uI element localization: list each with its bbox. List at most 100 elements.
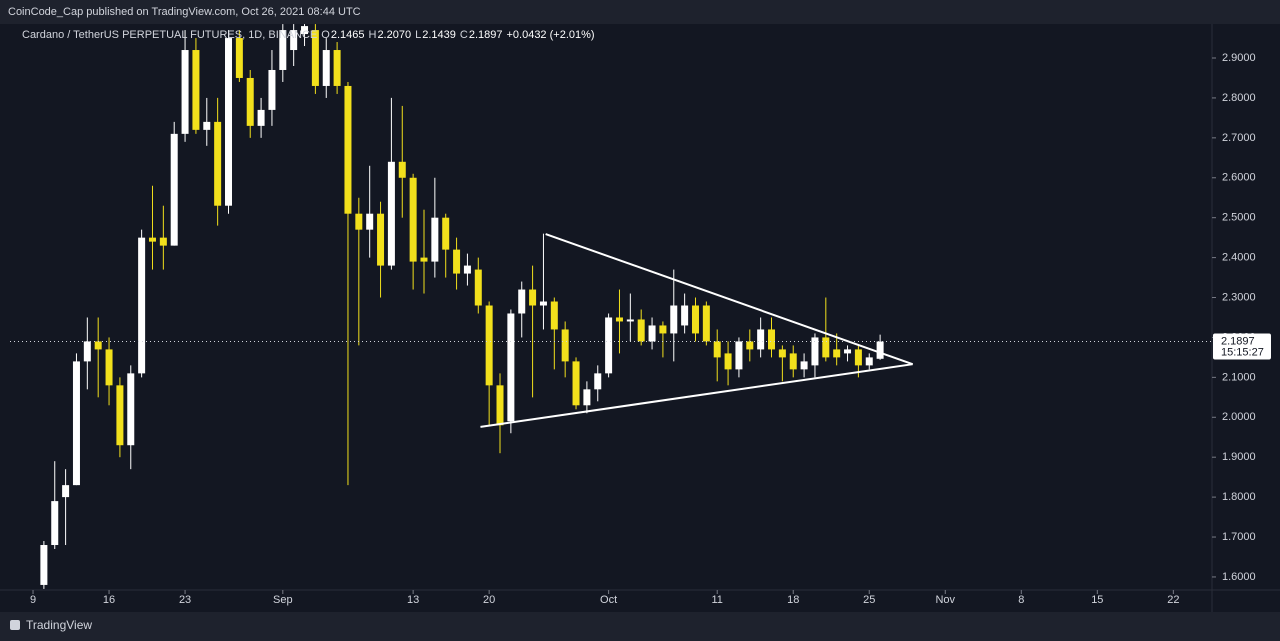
candle-body — [811, 337, 819, 366]
x-tick-label: 22 — [1167, 594, 1179, 606]
candle-body — [844, 349, 852, 354]
x-tick-label: 25 — [863, 594, 875, 606]
candle-body — [344, 85, 352, 214]
candle-body — [62, 485, 70, 498]
candle-body — [713, 341, 721, 358]
candle-body — [670, 305, 678, 334]
candle-body — [800, 361, 808, 370]
y-tick-label: 2.8000 — [1222, 92, 1256, 104]
candle-body — [181, 50, 189, 134]
candle-body — [865, 357, 873, 366]
candle-body — [474, 269, 482, 306]
candle-body — [648, 325, 656, 342]
candle-body — [355, 213, 363, 230]
y-tick-label: 2.9000 — [1222, 52, 1256, 64]
candle-body — [561, 329, 569, 362]
y-tick-label: 2.6000 — [1222, 172, 1256, 184]
last-price-box — [1213, 333, 1271, 360]
candle-body — [605, 317, 613, 374]
x-tick-label: Oct — [600, 594, 617, 606]
candle-body — [539, 301, 547, 306]
candle-body — [822, 337, 830, 358]
candle-body — [322, 50, 330, 86]
x-tick-label: 23 — [179, 594, 191, 606]
trendline — [545, 233, 914, 366]
y-tick-label: 1.8000 — [1222, 491, 1256, 503]
candle-body — [311, 30, 319, 86]
plot-area — [40, 24, 914, 589]
candle-body — [138, 237, 146, 374]
candle-body — [192, 50, 200, 130]
ohlc-key: L — [415, 29, 421, 41]
ohlc-value: 2.1465 — [331, 29, 365, 41]
publisher: CoinCode_Cap published on TradingView.co… — [8, 6, 361, 18]
candle-body — [550, 301, 558, 330]
candle-body — [659, 325, 667, 334]
candle-body — [854, 349, 862, 366]
candle-body — [496, 385, 504, 426]
candle-body — [257, 109, 265, 126]
candle-body — [268, 69, 276, 110]
candle-body — [485, 305, 493, 386]
ohlc-key: C — [460, 29, 468, 41]
x-tick-label: 18 — [787, 594, 799, 606]
candle-body — [420, 257, 428, 262]
candle-body — [442, 217, 450, 250]
candle-body — [757, 329, 765, 350]
x-tick-label: 16 — [103, 594, 115, 606]
candle-body — [127, 373, 135, 446]
candle-body — [876, 341, 884, 359]
candle-body — [453, 249, 461, 274]
candle-body — [116, 385, 124, 446]
candle-body — [626, 319, 634, 322]
y-tick-label: 2.1000 — [1222, 371, 1256, 383]
x-tick-label: 9 — [30, 594, 36, 606]
candle-body — [507, 313, 515, 422]
candle-body — [203, 121, 211, 130]
trendline — [480, 363, 913, 428]
candle-body — [40, 545, 48, 585]
candle-body — [83, 341, 91, 362]
footer-bar — [0, 612, 1280, 641]
ohlc-value: 2.1439 — [422, 29, 456, 41]
candle-body — [724, 353, 732, 370]
candle-body — [105, 349, 113, 386]
candle-body — [387, 161, 395, 266]
x-tick-label: Sep — [273, 594, 293, 606]
candle-body — [246, 77, 254, 126]
candle-body — [681, 305, 689, 326]
x-tick-label: 20 — [483, 594, 495, 606]
candle-body — [366, 213, 374, 230]
candle-body — [279, 30, 287, 70]
candle-body — [615, 317, 623, 322]
top-bar — [0, 0, 1280, 24]
chart-title: Cardano / TetherUS PERPETUAL FUTURES, 1D… — [22, 29, 595, 41]
candle-body — [789, 353, 797, 370]
candle-body — [301, 26, 309, 35]
ohlc-value: 2.1897 — [469, 29, 503, 41]
candle-body — [529, 289, 537, 306]
candle-body — [637, 319, 645, 342]
y-tick-label: 2.4000 — [1222, 252, 1256, 264]
x-tick-label: 11 — [712, 594, 723, 606]
candle-body — [572, 361, 580, 406]
candle-body — [333, 50, 341, 86]
candle-body — [235, 38, 243, 78]
candle-body — [214, 121, 222, 206]
candle-body — [768, 329, 776, 350]
countdown: 15:15:27 — [1221, 346, 1264, 358]
candle-body — [409, 177, 417, 262]
candle-body — [94, 341, 102, 350]
y-tick-label: 2.5000 — [1222, 212, 1256, 224]
footer-brand: TradingView — [26, 618, 92, 632]
candle-body — [51, 501, 59, 546]
candle-body — [170, 133, 178, 246]
candle-body — [746, 341, 754, 350]
candle-body — [159, 237, 167, 246]
candle-body — [431, 217, 439, 262]
title: Cardano / TetherUS PERPETUAL FUTURES, 1D… — [22, 29, 317, 41]
x-tick-label: Nov — [935, 594, 955, 606]
candle-body — [225, 38, 233, 206]
